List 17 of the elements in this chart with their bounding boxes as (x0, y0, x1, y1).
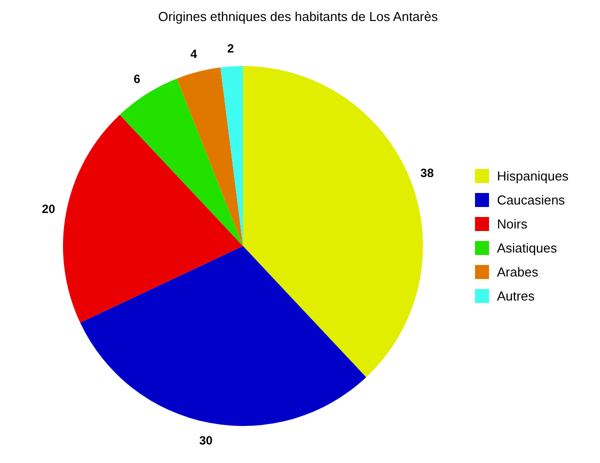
pie-slice (63, 114, 243, 323)
data-label: 30 (199, 433, 213, 448)
data-label: 38 (420, 166, 434, 180)
pie-slice (176, 67, 243, 246)
chart-title: Origines ethniques des habitants de Los Antarès (158, 9, 438, 24)
legend-label: Noirs (497, 216, 528, 232)
legend-label: Caucasiens (497, 192, 566, 208)
pie-slice (80, 246, 366, 426)
data-label: 2 (227, 41, 234, 56)
legend-label: Asiatiques (497, 240, 558, 256)
data-label: 4 (190, 47, 198, 62)
pie-slice (220, 66, 243, 246)
legend-label: Autres (497, 288, 536, 304)
data-label: 6 (134, 72, 141, 86)
data-label: 20 (42, 202, 56, 216)
legend-label: Arabes (497, 264, 539, 280)
legend-label: Hispaniques (497, 168, 570, 184)
